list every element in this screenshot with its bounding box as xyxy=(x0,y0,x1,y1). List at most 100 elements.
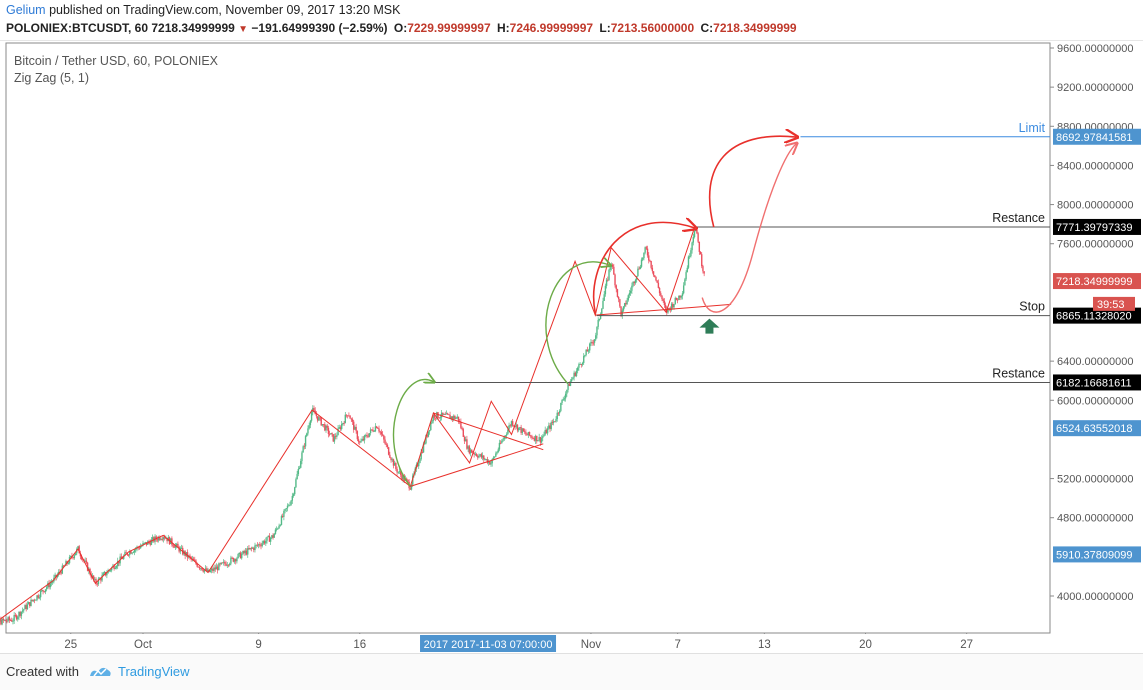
candle xyxy=(703,271,704,273)
candle xyxy=(270,538,271,542)
candle xyxy=(235,559,236,561)
candle xyxy=(656,280,657,282)
candle xyxy=(42,590,43,591)
y-tick-label: 7600.00000000 xyxy=(1057,239,1133,251)
ohlc-bar: POLONIEX:BTCUSDT, 60 7218.34999999 ▼ −19… xyxy=(6,21,797,35)
candle xyxy=(319,417,320,418)
candle xyxy=(290,501,291,505)
candle xyxy=(394,463,395,466)
candle xyxy=(610,267,611,270)
candle xyxy=(29,602,30,606)
candle xyxy=(410,488,411,489)
candle xyxy=(648,255,649,260)
tradingview-logo-icon[interactable] xyxy=(88,663,112,679)
candle xyxy=(631,286,632,291)
candle xyxy=(470,450,471,454)
candle xyxy=(4,620,5,621)
candle xyxy=(628,295,629,300)
candle xyxy=(559,411,560,413)
candle xyxy=(203,570,204,571)
candle xyxy=(86,561,87,563)
candle xyxy=(152,537,153,539)
candle xyxy=(446,413,447,414)
candle xyxy=(597,320,598,327)
candle xyxy=(358,439,359,441)
candle xyxy=(134,550,135,553)
candle xyxy=(563,399,564,400)
candle xyxy=(331,433,332,434)
candle xyxy=(200,568,201,569)
candle xyxy=(17,617,18,619)
candle xyxy=(271,535,272,538)
candle xyxy=(571,379,572,381)
candle xyxy=(673,304,674,307)
symbol-label[interactable]: POLONIEX:BTCUSDT, 60 xyxy=(6,21,148,35)
candle xyxy=(389,455,390,458)
candle xyxy=(284,509,285,511)
candle xyxy=(215,568,216,570)
candle xyxy=(23,609,24,610)
candle xyxy=(541,438,542,443)
candle xyxy=(540,437,541,442)
candle xyxy=(454,416,455,419)
candle xyxy=(241,554,242,558)
candle xyxy=(311,412,312,420)
candle xyxy=(494,457,495,458)
candle xyxy=(372,430,373,432)
tradingview-link[interactable]: TradingView xyxy=(118,664,190,679)
candle xyxy=(199,567,200,568)
plot-area[interactable] xyxy=(6,43,1050,633)
candle xyxy=(276,529,277,530)
candle xyxy=(160,539,161,540)
candle xyxy=(476,454,477,456)
candle xyxy=(222,563,223,564)
candle xyxy=(139,548,140,549)
candle xyxy=(483,456,484,460)
candle xyxy=(522,428,523,432)
candle xyxy=(381,432,382,434)
candle xyxy=(345,415,346,423)
candle xyxy=(549,425,550,428)
candle xyxy=(676,298,677,300)
candle xyxy=(593,343,594,344)
candle xyxy=(339,427,340,428)
candle xyxy=(374,431,375,432)
candle xyxy=(115,568,116,569)
candle xyxy=(116,566,117,568)
candle xyxy=(352,419,353,421)
candle xyxy=(258,544,259,545)
y-tick-label: 6000.00000000 xyxy=(1057,395,1133,407)
candle xyxy=(623,307,624,311)
publisher-name[interactable]: Gelium xyxy=(6,3,46,17)
candle xyxy=(229,564,230,565)
candle xyxy=(524,431,525,432)
candle xyxy=(36,595,37,600)
candle xyxy=(283,511,284,517)
candle xyxy=(564,398,565,399)
countdown-label: 39:53 xyxy=(1097,299,1125,311)
candle xyxy=(242,551,243,554)
candle xyxy=(613,267,614,275)
candle xyxy=(68,563,69,564)
candle xyxy=(263,541,264,543)
candle xyxy=(596,327,597,336)
candle xyxy=(482,456,483,458)
candle xyxy=(382,434,383,435)
level-price-label: 8692.97841581 xyxy=(1056,132,1132,144)
candle xyxy=(696,229,697,233)
candle xyxy=(318,417,319,420)
candle xyxy=(551,422,552,429)
candle xyxy=(611,265,612,267)
candle xyxy=(390,458,391,460)
candle xyxy=(145,542,146,543)
candle xyxy=(259,544,260,545)
candle xyxy=(354,427,355,430)
candle xyxy=(485,459,486,460)
candle xyxy=(298,469,299,474)
candle xyxy=(520,427,521,433)
candle xyxy=(548,425,549,428)
candle xyxy=(691,242,692,250)
candle xyxy=(473,453,474,454)
candle xyxy=(254,545,255,550)
